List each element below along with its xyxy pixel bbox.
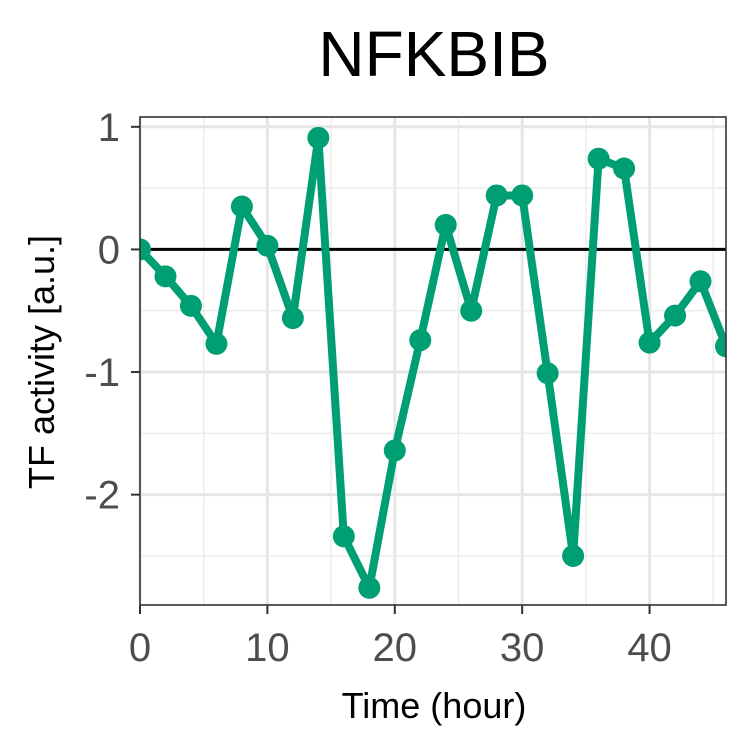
data-point: [154, 265, 177, 288]
data-point: [715, 335, 726, 358]
data-point: [358, 576, 381, 599]
data-point: [332, 525, 355, 548]
data-point: [689, 270, 712, 293]
data-point: [536, 362, 559, 385]
data-point: [230, 195, 253, 218]
series-layer: [140, 126, 726, 599]
chart-title: NFKBIB: [318, 18, 549, 90]
data-point: [638, 331, 661, 354]
x-axis-label: Time (hour): [342, 685, 527, 726]
data-point: [587, 147, 610, 170]
x-tick-label: 0: [129, 626, 151, 670]
data-point: [613, 157, 636, 180]
x-tick-label: 20: [373, 626, 418, 670]
minor-gridlines: [140, 117, 726, 605]
data-point: [383, 439, 406, 462]
data-point: [307, 126, 330, 149]
y-tick-label: -1: [84, 351, 120, 395]
y-axis-label: TF activity [a.u.]: [21, 235, 62, 489]
plot-panel-border: [139, 116, 727, 606]
data-point: [281, 307, 304, 330]
data-point: [140, 238, 151, 261]
y-tick-label: -2: [84, 474, 120, 518]
data-point: [205, 332, 228, 355]
series-line: [140, 133, 726, 592]
data-point: [562, 544, 585, 567]
clipped-series-group: [140, 126, 726, 599]
x-tick-label: 30: [500, 626, 545, 670]
y-tick-label: 0: [98, 228, 120, 272]
x-tick-label: 40: [627, 626, 672, 670]
data-point: [664, 304, 687, 327]
x-tick-label: 10: [245, 626, 290, 670]
data-point: [485, 184, 508, 207]
y-tick-label: 1: [98, 106, 120, 150]
major-gridlines: [138, 117, 726, 605]
data-point: [511, 184, 534, 207]
data-point: [409, 329, 432, 352]
axis-ticks: 0 10 20 30 40 -2 -1 0 1: [84, 106, 671, 670]
data-point: [460, 299, 483, 322]
data-point: [179, 294, 202, 317]
data-point: [434, 213, 457, 236]
data-point: [256, 234, 279, 257]
